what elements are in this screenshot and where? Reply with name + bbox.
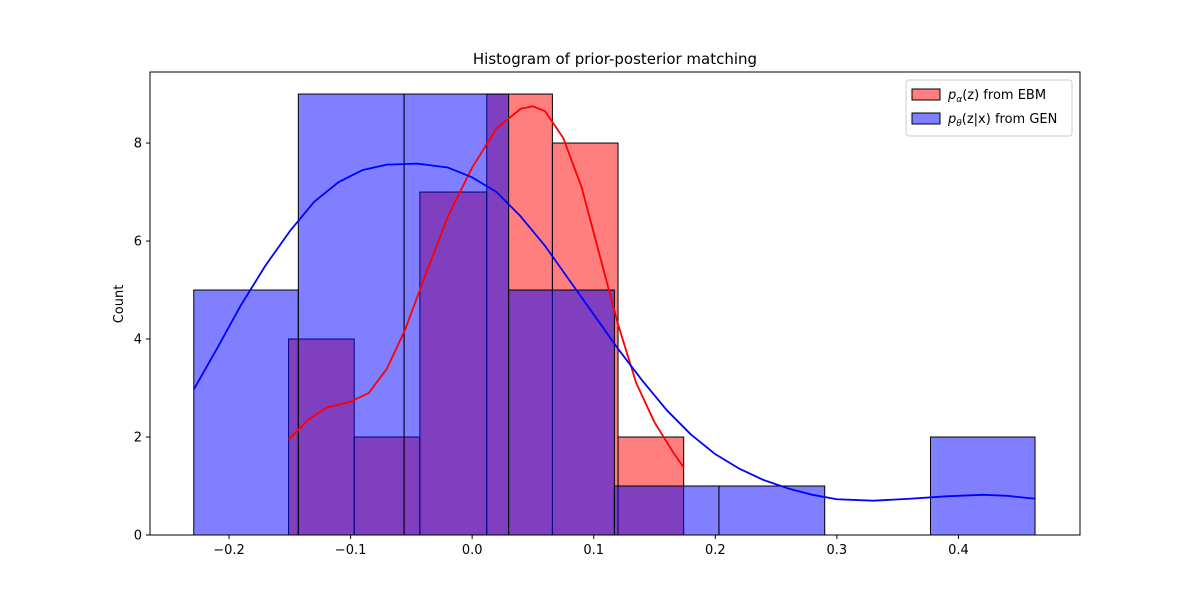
y-tick-label: 8 [134,137,142,152]
legend-swatch-gen [911,112,941,125]
kde-line-gen [192,162,1036,502]
y-tick-label: 6 [134,235,142,250]
legend: pα(z) from EBM pθ(z|x) from GEN [905,79,1073,137]
x-tick-label: 0.3 [827,543,848,558]
histogram-bar-gen-4 [613,485,720,536]
y-axis-label: Count [112,285,127,324]
x-tick-label: 0.0 [462,543,483,558]
y-tick-label: 0 [134,529,142,544]
histogram-bar-gen-1 [297,93,405,536]
bars-layer [193,93,1036,536]
histogram-bar-gen-3 [508,289,615,536]
histogram-bar-gen-2 [403,93,510,536]
plot-frame [149,71,1081,536]
axes-layer: −0.2 −0.1 0.0 0.1 0.2 0.3 0.4 0 2 4 6 8 [134,71,1081,558]
x-tick-label: 0.2 [705,543,726,558]
x-tick-label: 0.1 [583,543,604,558]
y-tick-label: 2 [134,431,142,446]
x-tick-label: 0.4 [948,543,969,558]
histogram-bar-gen-7 [929,436,1036,536]
legend-box [905,79,1073,137]
kde-layer [192,105,1036,502]
legend-swatch-ebm [911,88,941,101]
y-tick-label: 4 [134,333,142,348]
legend-label-gen: pθ(z|x) from GEN [947,112,1057,129]
histogram-bar-gen-0 [193,289,299,536]
chart-title: Histogram of prior-posterior matching [473,50,757,68]
x-tick-label: −0.2 [213,543,245,558]
legend-label-ebm: pα(z) from EBM [947,88,1046,105]
kde-line-ebm [287,105,685,468]
x-tick-label: −0.1 [335,543,367,558]
